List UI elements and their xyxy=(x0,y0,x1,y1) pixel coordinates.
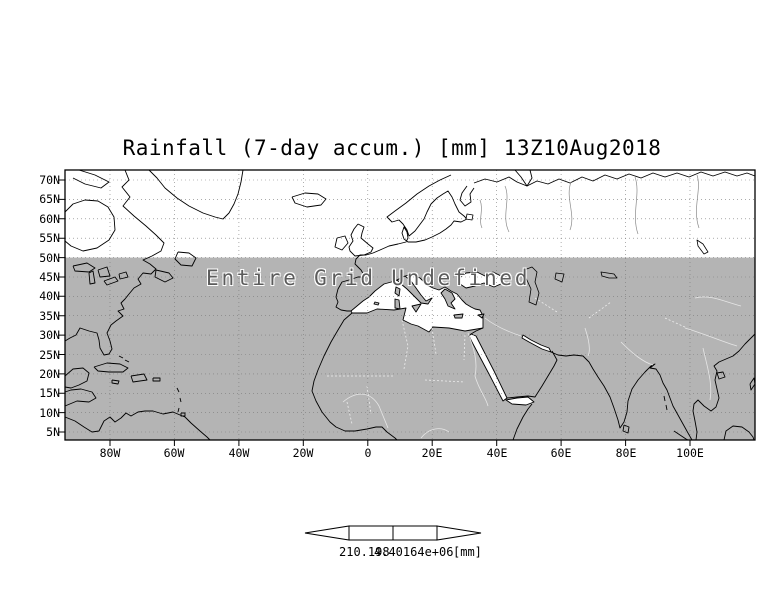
italy xyxy=(396,275,433,305)
lon-tick-label-60w: 60W xyxy=(163,446,185,460)
hainan xyxy=(716,371,726,380)
indochina-china-coast xyxy=(692,333,756,441)
white-sea xyxy=(459,185,475,207)
jamaica xyxy=(111,379,120,385)
coastlines-europe xyxy=(291,169,756,312)
gulf-of-aden xyxy=(505,396,535,406)
arabia-coast xyxy=(506,350,558,399)
black-sea xyxy=(458,271,504,289)
lat-tick-label-5n: 5N xyxy=(46,425,60,439)
borneo xyxy=(723,425,755,441)
lat-ticks xyxy=(58,179,65,433)
mediterranean-peninsulas xyxy=(373,275,485,319)
lon-tick-label-100e: 100E xyxy=(676,446,704,460)
bahamas xyxy=(118,355,130,363)
scandinavia-baltic-west-europe xyxy=(335,174,468,312)
lat-tick-label-10n: 10N xyxy=(39,406,60,420)
lat-tick-label-15n: 15N xyxy=(39,386,60,400)
colorbar-label-max: 4.40164e+06 xyxy=(374,545,454,559)
arctic-russia-coast xyxy=(473,171,756,187)
undefined-annotation: Entire Grid Undefined xyxy=(206,266,531,290)
country-borders xyxy=(327,297,688,425)
plot-title: Rainfall (7-day accum.) [mm] 13Z10Aug201… xyxy=(122,136,662,160)
lon-tick-label-40w: 40W xyxy=(228,446,250,460)
sri-lanka xyxy=(622,424,630,434)
colorbar-label-min: 210.198 xyxy=(339,545,390,559)
sea-fills xyxy=(350,271,552,406)
horn-of-africa xyxy=(512,403,533,441)
lesser-antilles xyxy=(176,387,182,413)
lat-tick-label-20n: 20N xyxy=(39,367,60,381)
rivers-north xyxy=(479,174,700,235)
ireland xyxy=(334,235,349,251)
yucatan xyxy=(64,367,90,389)
caspian-sea xyxy=(523,266,540,306)
newfoundland xyxy=(174,251,197,267)
lat-tick-label-35n: 35N xyxy=(39,309,60,323)
map-canvas xyxy=(58,169,756,446)
axis-ticks xyxy=(58,179,691,446)
lon-ticks xyxy=(109,440,691,446)
africa-west-coast xyxy=(311,312,398,441)
lat-tick-label-70n: 70N xyxy=(39,173,60,187)
lat-tick-label-30n: 30N xyxy=(39,328,60,342)
lakes xyxy=(465,213,709,306)
lat-tick-label-55n: 55N xyxy=(39,231,60,245)
colorbar xyxy=(304,525,482,541)
colorbar-left-arrow xyxy=(304,525,350,541)
lon-tick-label-40e: 40E xyxy=(486,446,508,460)
crete xyxy=(453,313,464,319)
lat-tick-label-40n: 40N xyxy=(39,289,60,303)
lon-tick-label-20w: 20W xyxy=(292,446,314,460)
andaman-islands xyxy=(663,395,668,411)
hudson-bay xyxy=(64,199,116,252)
aral-sea xyxy=(554,272,565,283)
great-lakes xyxy=(72,262,129,286)
lake-ladoga xyxy=(465,213,474,221)
greece xyxy=(440,288,456,310)
britain xyxy=(348,223,374,257)
lat-tick-label-60n: 60N xyxy=(39,212,60,226)
south-america-north-coast xyxy=(64,410,211,441)
corsica xyxy=(394,286,401,297)
lake-baikal xyxy=(696,239,709,255)
lat-tick-label-50n: 50N xyxy=(39,251,60,265)
lon-tick-label-20e: 20E xyxy=(421,446,443,460)
greenland xyxy=(148,169,244,220)
trinidad xyxy=(180,412,186,417)
colorbar-unit: [mm] xyxy=(453,545,482,559)
cyprus xyxy=(477,313,485,319)
puerto-rico xyxy=(152,377,161,382)
colorbar-right-arrow xyxy=(436,525,482,541)
hispaniola xyxy=(130,373,148,383)
iceland xyxy=(291,192,327,208)
coastlines-america xyxy=(64,169,244,441)
balearics xyxy=(373,301,380,306)
iran-india-coast xyxy=(550,351,693,441)
sicily xyxy=(411,303,422,313)
rivers-south xyxy=(342,296,742,439)
baffin-island xyxy=(72,169,110,189)
lon-tick-label-80e: 80E xyxy=(615,446,637,460)
sinai xyxy=(470,327,484,335)
lat-tick-label-25n: 25N xyxy=(39,348,60,362)
lat-tick-label-65n: 65N xyxy=(39,192,60,206)
lon-tick-label-80w: 80W xyxy=(99,446,121,460)
lake-balkhash xyxy=(600,271,618,279)
lon-tick-label-60e: 60E xyxy=(550,446,572,460)
lon-tick-label-0: 0 xyxy=(364,446,372,460)
lat-tick-label-45n: 45N xyxy=(39,270,60,284)
sardinia xyxy=(394,298,401,310)
novaya-zemlya xyxy=(514,169,533,187)
honduras xyxy=(64,388,97,407)
nova-scotia xyxy=(154,269,174,283)
map-frame xyxy=(64,169,756,441)
cuba xyxy=(93,362,129,373)
